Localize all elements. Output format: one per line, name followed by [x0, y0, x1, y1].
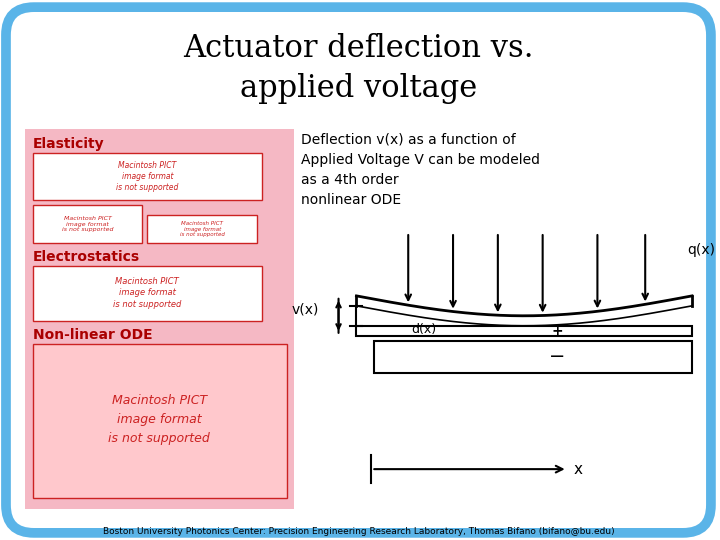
Text: Non-linear ODE: Non-linear ODE [33, 328, 153, 342]
Text: Electrostatics: Electrostatics [33, 250, 140, 264]
Bar [33, 205, 143, 243]
Bar [25, 129, 294, 509]
Text: Macintosh PICT
image format
is not supported: Macintosh PICT image format is not suppo… [113, 276, 181, 309]
Text: +: + [552, 324, 564, 338]
Text: Macintosh PICT
image format
is not supported: Macintosh PICT image format is not suppo… [62, 216, 113, 233]
FancyBboxPatch shape [6, 7, 711, 533]
Text: Boston University Photonics Center: Precision Engineering Research Laboratory, T: Boston University Photonics Center: Prec… [103, 528, 614, 536]
Bar [33, 266, 262, 321]
Text: q(x): q(x) [687, 243, 715, 257]
Text: applied voltage: applied voltage [240, 73, 477, 104]
Text: v(x): v(x) [292, 303, 319, 317]
Bar [374, 341, 692, 373]
Bar [148, 215, 257, 243]
Bar [33, 152, 262, 200]
Text: d(x): d(x) [411, 323, 436, 336]
Text: Macintosh PICT
image format
is not supported: Macintosh PICT image format is not suppo… [180, 221, 225, 238]
Text: Deflection v(x) as a function of
Applied Voltage V can be modeled
as a 4th order: Deflection v(x) as a function of Applied… [301, 133, 540, 207]
Bar [33, 343, 287, 498]
Text: Actuator deflection vs.: Actuator deflection vs. [183, 33, 534, 64]
Text: Elasticity: Elasticity [33, 137, 104, 151]
Text: −: − [549, 347, 566, 366]
Text: x: x [574, 462, 582, 477]
Text: Macintosh PICT
image format
is not supported: Macintosh PICT image format is not suppo… [116, 161, 179, 192]
Text: Macintosh PICT
image format
is not supported: Macintosh PICT image format is not suppo… [109, 394, 210, 445]
Bar [356, 326, 692, 336]
